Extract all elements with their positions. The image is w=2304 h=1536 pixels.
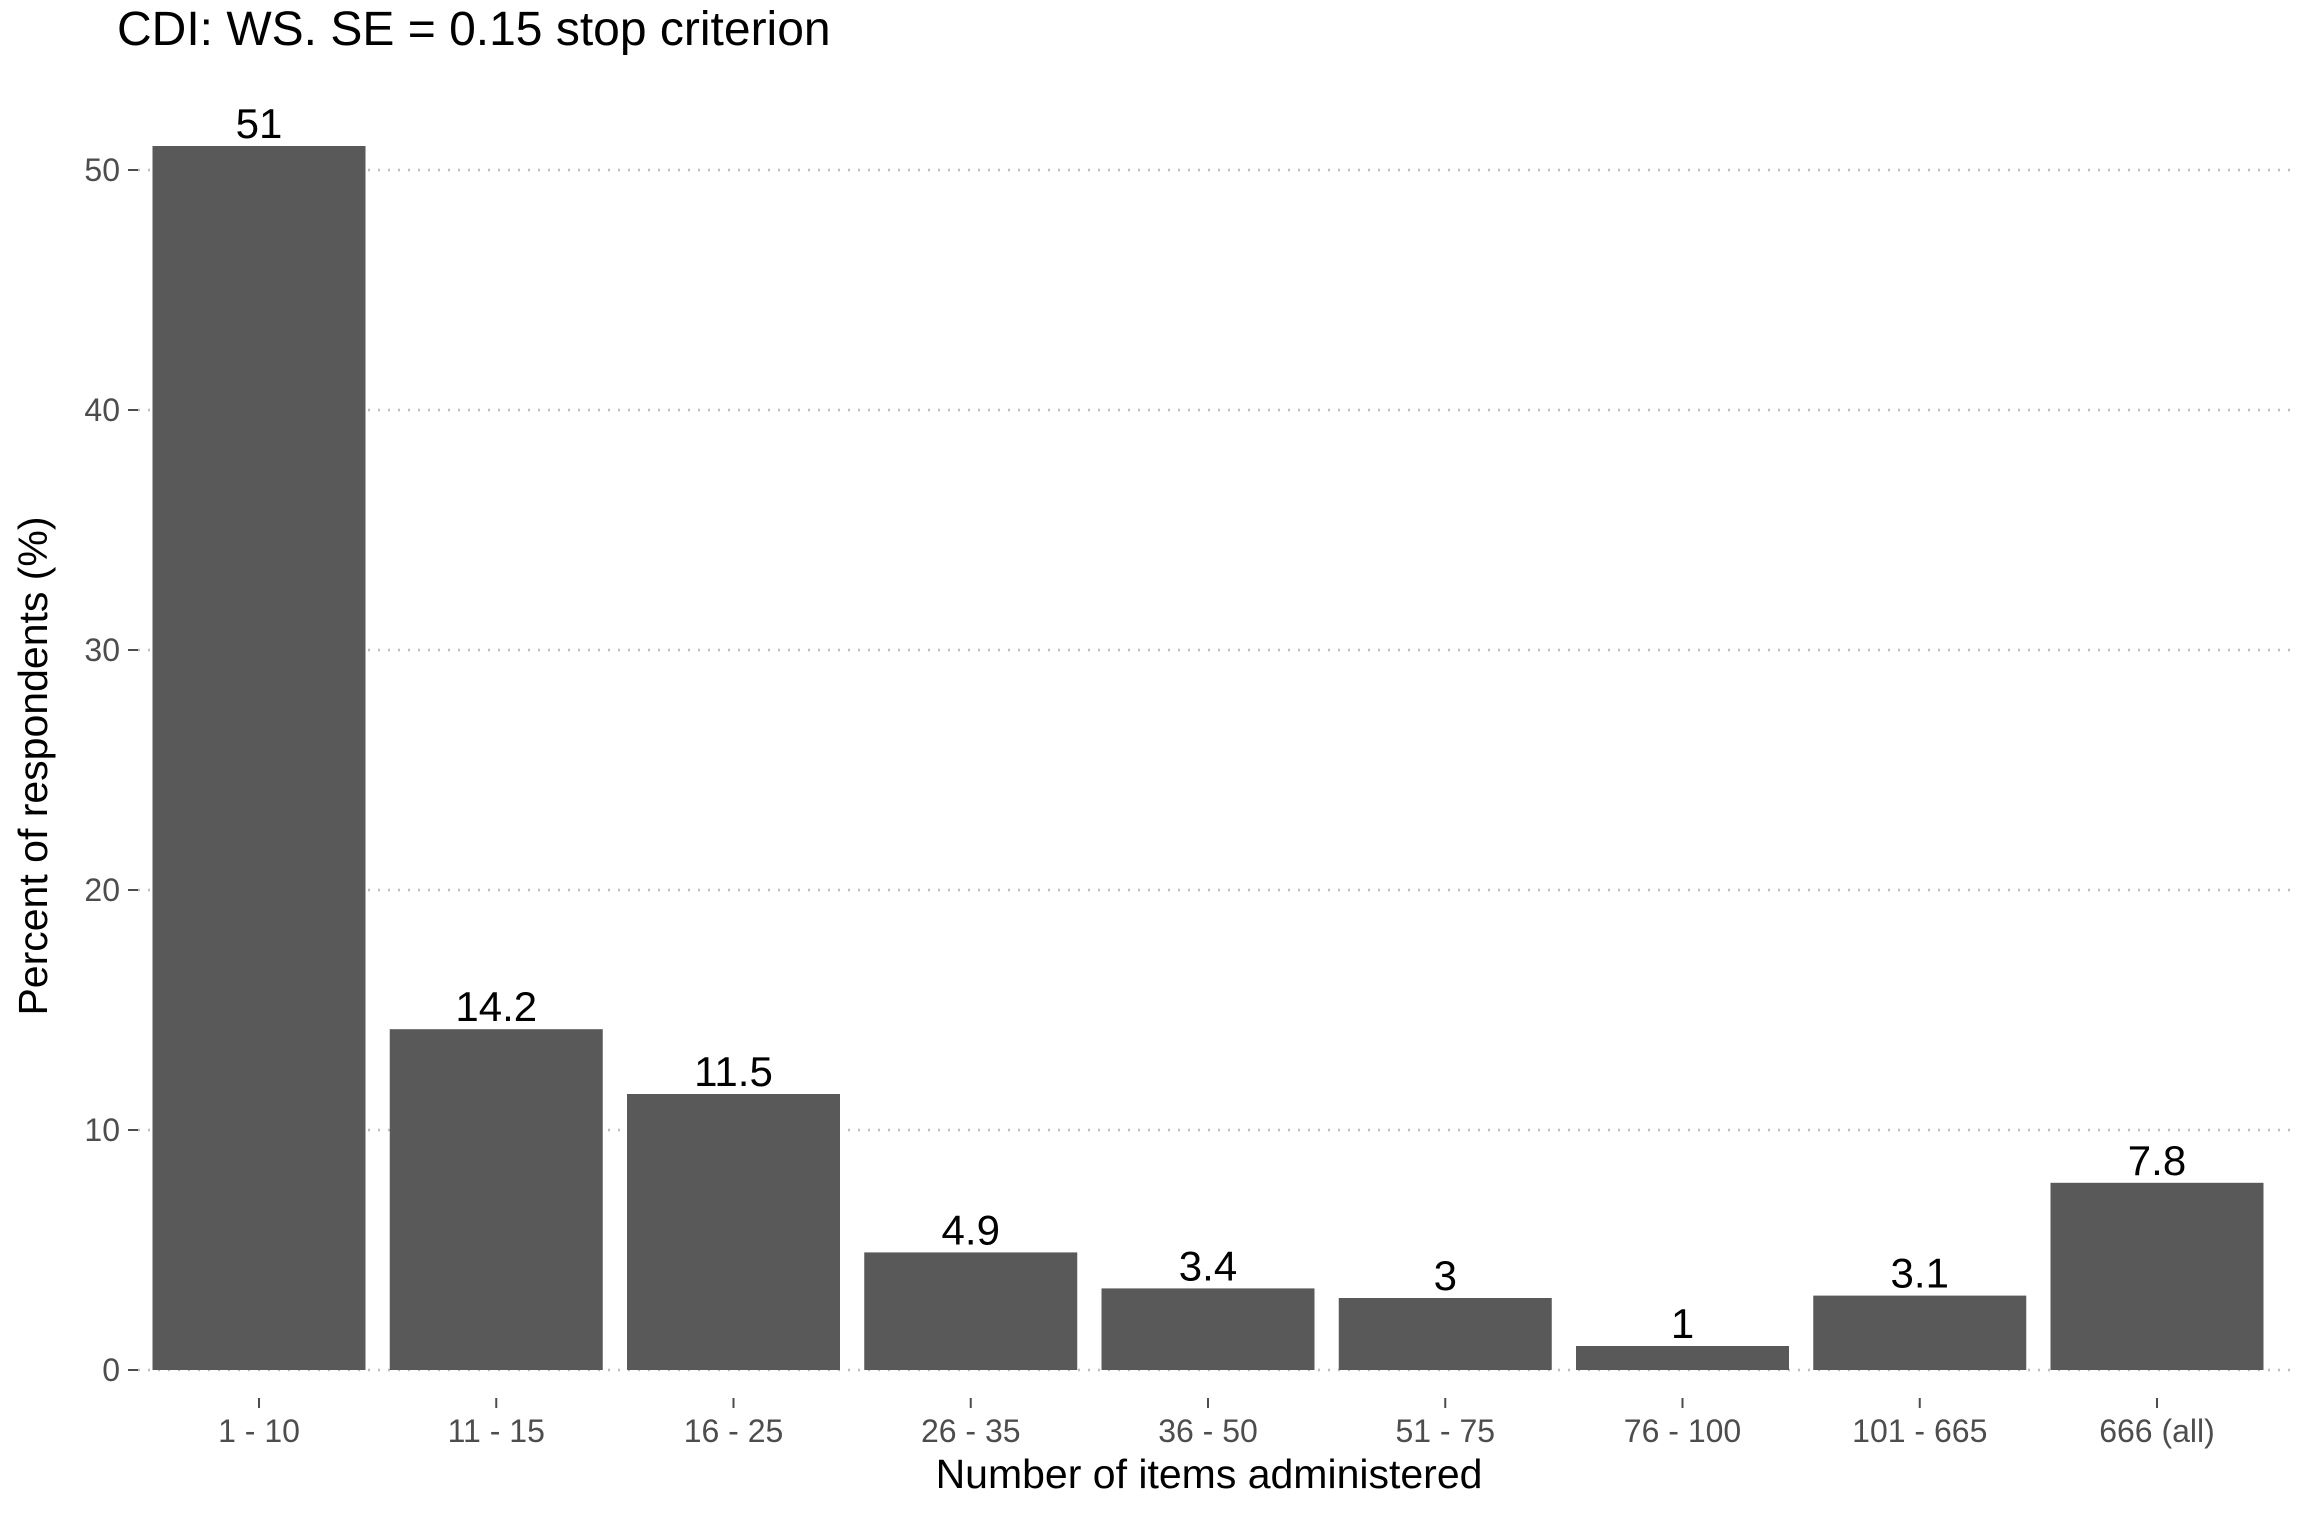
data-label: 3.4 [1179, 1242, 1237, 1289]
x-tick-label: 36 - 50 [1158, 1413, 1258, 1449]
data-label: 4.9 [942, 1206, 1000, 1253]
x-tick-label: 1 - 10 [218, 1413, 300, 1449]
x-axis-title: Number of items administered [936, 1451, 1483, 1497]
data-labels: 51 14.2 11.5 4.9 3.4 3 1 3.1 7.8 [236, 100, 2187, 1347]
x-tick-label: 101 - 665 [1852, 1413, 1987, 1449]
x-tick-label: 16 - 25 [684, 1413, 784, 1449]
x-tick-label: 76 - 100 [1624, 1413, 1741, 1449]
data-label: 51 [236, 100, 283, 147]
y-tick-label: 40 [84, 392, 120, 428]
bar [1576, 1346, 1789, 1370]
chart-title: CDI: WS. SE = 0.15 stop criterion [117, 3, 831, 56]
y-axis-title: Percent of respondents (%) [10, 516, 56, 1015]
bar [152, 146, 366, 1370]
x-tick-label: 666 (all) [2099, 1413, 2215, 1449]
bar [2050, 1182, 2264, 1370]
bar [1813, 1295, 2027, 1370]
x-axis-ticks: 1 - 10 11 - 15 16 - 25 26 - 35 36 - 50 51 - 7… [218, 1398, 2215, 1449]
data-label: 14.2 [455, 983, 537, 1030]
x-tick-label: 11 - 15 [448, 1413, 545, 1449]
y-axis-ticks: 0 10 20 30 40 50 [84, 152, 138, 1388]
x-tick-label: 51 - 75 [1395, 1413, 1495, 1449]
y-tick-label: 20 [84, 872, 120, 908]
data-label: 1 [1671, 1300, 1694, 1347]
y-tick-label: 50 [84, 152, 120, 188]
data-label: 11.5 [694, 1048, 773, 1095]
bar [1338, 1298, 1552, 1370]
data-label: 7.8 [2128, 1137, 2186, 1184]
bars [152, 146, 2264, 1370]
y-tick-label: 10 [84, 1112, 120, 1148]
bar [1101, 1288, 1315, 1370]
y-tick-label: 0 [102, 1352, 120, 1388]
bar [864, 1252, 1078, 1370]
x-tick-label: 26 - 35 [921, 1413, 1021, 1449]
data-label: 3.1 [1891, 1250, 1949, 1297]
y-tick-label: 30 [84, 632, 120, 668]
bar [627, 1094, 840, 1370]
data-label: 3 [1434, 1252, 1457, 1299]
bar [389, 1029, 603, 1370]
